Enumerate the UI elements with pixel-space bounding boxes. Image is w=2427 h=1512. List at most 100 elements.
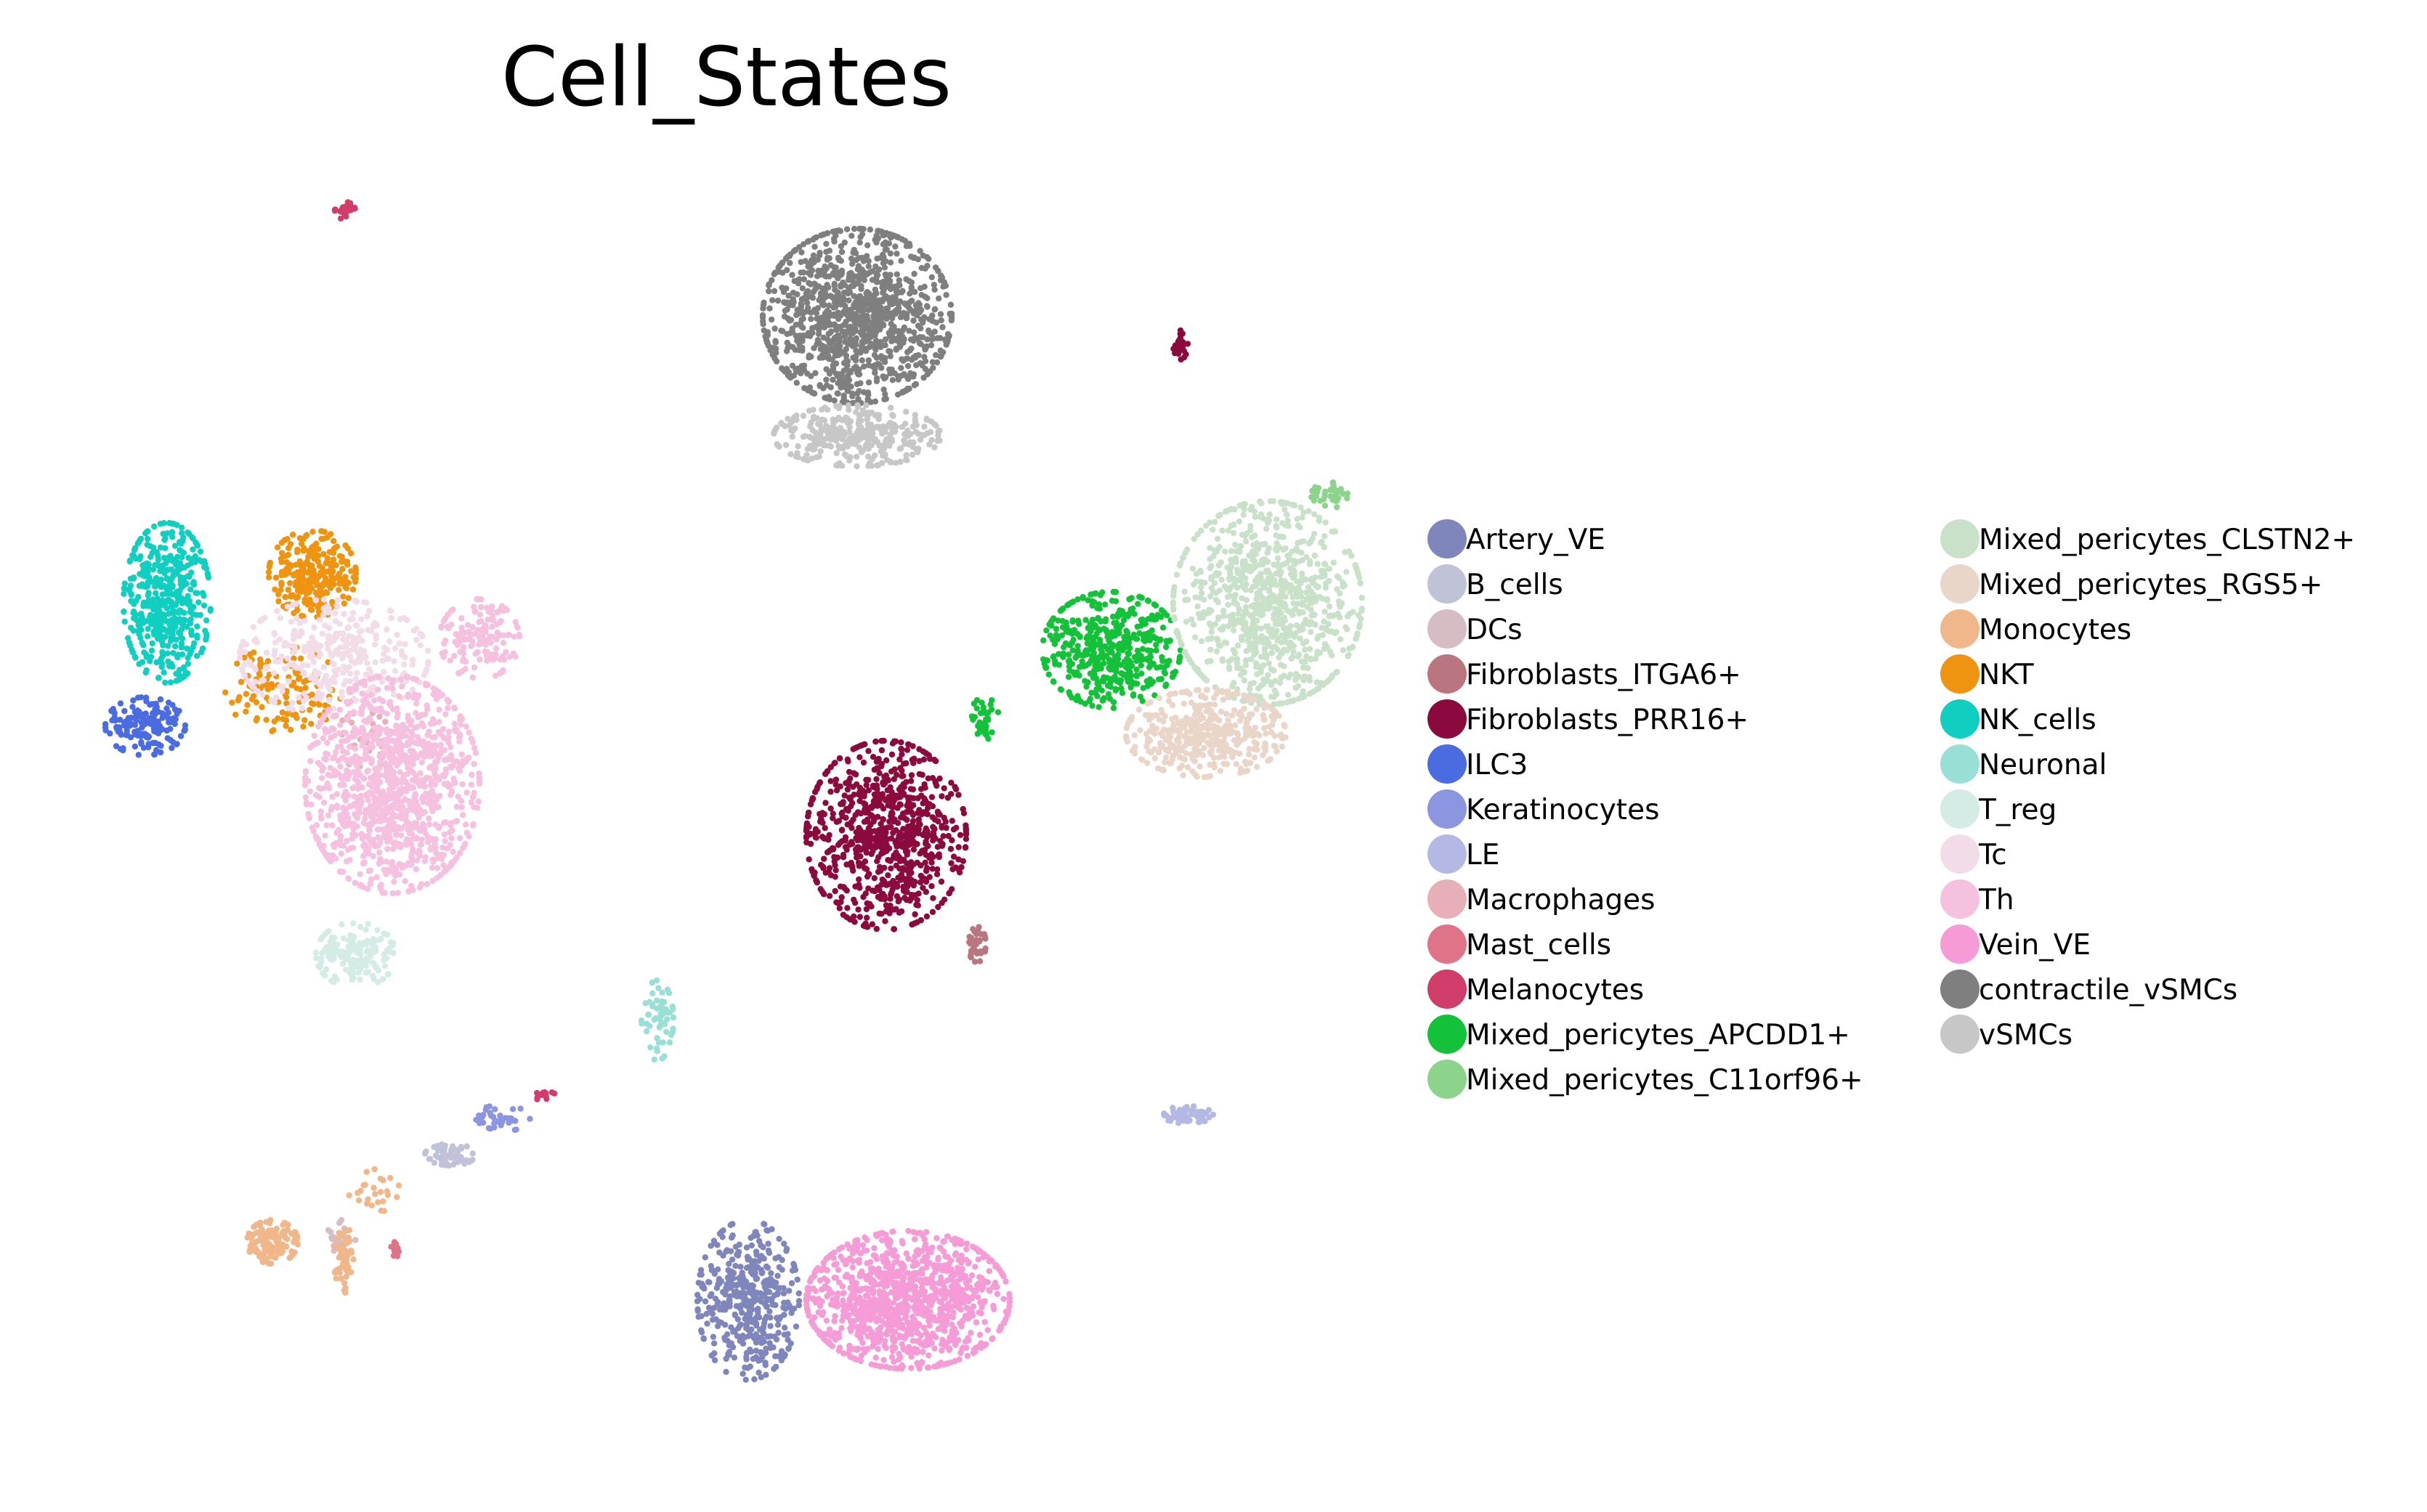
- point: [865, 748, 872, 755]
- point: [1164, 662, 1171, 668]
- point: [1162, 643, 1170, 651]
- point: [858, 829, 864, 836]
- point: [880, 878, 888, 885]
- point: [174, 741, 180, 747]
- point: [762, 1349, 769, 1357]
- point: [248, 696, 256, 702]
- point: [380, 1198, 386, 1205]
- point: [345, 1235, 352, 1241]
- point: [1093, 590, 1099, 597]
- point: [346, 1227, 353, 1234]
- point: [1225, 664, 1233, 670]
- point: [1069, 618, 1076, 625]
- point: [392, 1241, 399, 1248]
- point: [283, 723, 289, 729]
- point: [994, 709, 1002, 715]
- point: [1117, 611, 1123, 618]
- point: [1356, 621, 1364, 627]
- point: [983, 732, 990, 739]
- point: [362, 962, 368, 968]
- point: [909, 818, 917, 824]
- point: [147, 553, 154, 560]
- point: [848, 859, 855, 866]
- point: [1328, 612, 1334, 619]
- point: [1289, 585, 1296, 593]
- point: [932, 778, 939, 785]
- point: [1136, 657, 1143, 663]
- point: [847, 775, 854, 782]
- point: [1142, 620, 1148, 627]
- point: [795, 1298, 803, 1304]
- point: [755, 1309, 761, 1315]
- point: [1208, 628, 1215, 635]
- point: [885, 777, 892, 784]
- point: [788, 1280, 795, 1287]
- point: [862, 789, 868, 796]
- point: [254, 1238, 260, 1245]
- point: [835, 842, 842, 848]
- point: [275, 544, 281, 550]
- point: [261, 1236, 267, 1243]
- point: [887, 858, 894, 864]
- point: [168, 566, 175, 573]
- point: [263, 717, 270, 723]
- point: [706, 1279, 713, 1285]
- point: [1265, 623, 1271, 630]
- point: [336, 587, 342, 593]
- point: [293, 670, 299, 677]
- point: [915, 902, 922, 909]
- point: [1121, 658, 1128, 665]
- point: [917, 872, 924, 879]
- point: [317, 585, 324, 592]
- point: [1254, 671, 1260, 678]
- point: [694, 1298, 701, 1305]
- point: [908, 772, 915, 779]
- point: [112, 718, 118, 724]
- point: [890, 829, 896, 837]
- point: [492, 1106, 498, 1113]
- point: [1337, 636, 1344, 643]
- point: [1276, 600, 1283, 607]
- point: [1172, 714, 1179, 721]
- point: [335, 1235, 342, 1241]
- point: [734, 1316, 741, 1322]
- point: [275, 598, 282, 605]
- point: [1292, 606, 1299, 613]
- point: [930, 824, 936, 830]
- point: [907, 805, 913, 811]
- point: [1258, 541, 1265, 548]
- point: [1144, 760, 1151, 767]
- point: [750, 1335, 758, 1341]
- point: [1213, 648, 1220, 655]
- point: [955, 792, 962, 798]
- point: [1326, 603, 1333, 610]
- point: [1260, 580, 1266, 588]
- point: [899, 773, 905, 780]
- point: [702, 1298, 709, 1305]
- point: [670, 1014, 677, 1021]
- point: [1294, 653, 1302, 660]
- point: [188, 569, 195, 576]
- point: [871, 784, 878, 791]
- point: [1321, 646, 1328, 652]
- point: [317, 569, 324, 576]
- point: [136, 631, 142, 638]
- point: [187, 616, 194, 622]
- point: [1228, 564, 1235, 570]
- point: [1305, 508, 1312, 515]
- point: [1303, 638, 1310, 645]
- point: [1058, 686, 1065, 694]
- point: [198, 558, 205, 565]
- point: [135, 752, 142, 758]
- point: [350, 920, 357, 927]
- point: [763, 1263, 770, 1270]
- point: [771, 1292, 778, 1299]
- point: [1159, 625, 1167, 631]
- point: [976, 948, 984, 955]
- point: [267, 1220, 273, 1227]
- point: [901, 887, 907, 894]
- point: [781, 1312, 787, 1318]
- point: [117, 700, 124, 707]
- point: [761, 1280, 767, 1286]
- point: [1358, 615, 1364, 622]
